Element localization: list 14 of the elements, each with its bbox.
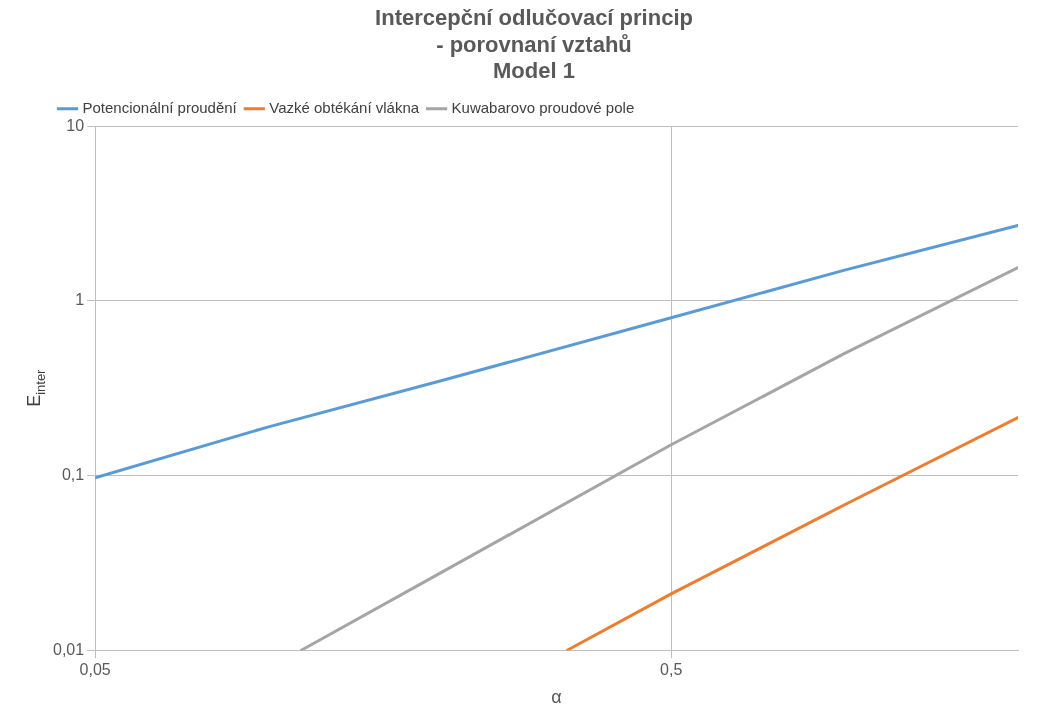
text: - porovnaní vztahů [436, 31, 632, 57]
legend-label: Potencionální proudění [82, 98, 238, 116]
y-tick-label: 0,01 [53, 640, 85, 658]
x-axis-title: α [551, 687, 562, 708]
y-axis-title: Einter [24, 368, 48, 407]
legend-label: Kuwabarovo proudové pole [451, 98, 635, 116]
y-tick-label: 0,1 [61, 465, 85, 483]
y-tick-label: 1 [75, 291, 85, 309]
legend-label: Vazké obtékání vlákna [269, 98, 420, 116]
x-tick-label: 0,05 [79, 661, 111, 679]
text: Intercepční odlučovací princip [375, 5, 693, 31]
x-tick-label: 0,5 [660, 661, 683, 679]
y-tick-label: 10 [66, 116, 85, 134]
text: Model 1 [493, 58, 575, 84]
